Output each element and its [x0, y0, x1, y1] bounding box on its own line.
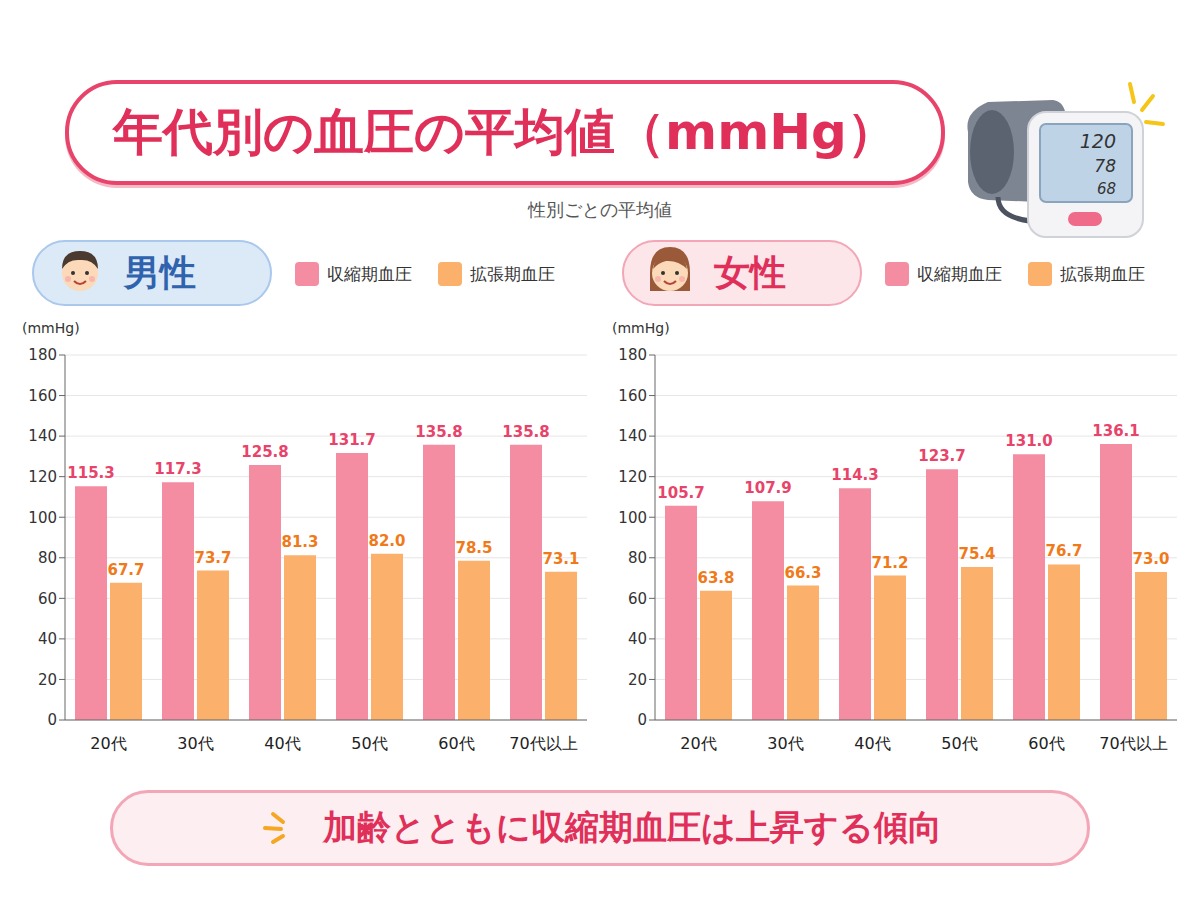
svg-text:73.1: 73.1: [542, 550, 579, 568]
html-text:収縮期血圧: 収縮期血圧: [917, 263, 1002, 284]
svg-text:80: 80: [628, 549, 647, 567]
html-text:拡張期血圧: 拡張期血圧: [470, 263, 555, 284]
svg-text:20: 20: [38, 671, 57, 689]
svg-text:160: 160: [28, 387, 57, 405]
svg-text:140: 140: [28, 427, 57, 445]
svg-text:78: 78: [1094, 156, 1116, 176]
svg-text:120: 120: [618, 468, 647, 486]
svg-text:131.0: 131.0: [1005, 432, 1052, 450]
html-text:年代別の血圧の平均値（mmHg）: 年代別の血圧の平均値（mmHg）: [113, 103, 897, 161]
svg-text:82.0: 82.0: [368, 532, 405, 550]
svg-text:40代: 40代: [854, 734, 890, 753]
html-text:収縮期血圧: 収縮期血圧: [327, 263, 412, 284]
svg-text:136.1: 136.1: [1092, 422, 1139, 440]
svg-text:73.7: 73.7: [194, 549, 231, 567]
svg-text:70代以上: 70代以上: [1099, 734, 1167, 753]
svg-text:20: 20: [628, 671, 647, 689]
html-text:性別ごとの平均値: 性別ごとの平均値: [528, 199, 672, 220]
svg-text:60代: 60代: [1028, 734, 1064, 753]
svg-text:81.3: 81.3: [281, 533, 318, 551]
svg-text:50代: 50代: [941, 734, 977, 753]
html-text:女性: 女性: [714, 251, 786, 293]
svg-text:140: 140: [618, 427, 647, 445]
svg-text:67.7: 67.7: [107, 561, 144, 579]
html-text:拡張期血圧: 拡張期血圧: [1060, 263, 1145, 284]
svg-text:40: 40: [38, 630, 57, 648]
svg-text:68: 68: [1097, 180, 1116, 198]
svg-text:78.5: 78.5: [455, 539, 492, 557]
svg-text:107.9: 107.9: [744, 479, 791, 497]
svg-text:160: 160: [618, 387, 647, 405]
html-text:男性: 男性: [124, 251, 196, 293]
svg-text:60代: 60代: [438, 734, 474, 753]
svg-text:80: 80: [38, 549, 57, 567]
svg-text:123.7: 123.7: [918, 447, 965, 465]
svg-text:63.8: 63.8: [697, 569, 734, 587]
html-text:加齢とともに収縮期血圧は上昇する傾向: 加齢とともに収縮期血圧は上昇する傾向: [322, 807, 942, 847]
html-text:(mmHg): (mmHg): [612, 320, 670, 336]
svg-text:117.3: 117.3: [154, 460, 201, 478]
svg-text:114.3: 114.3: [831, 466, 878, 484]
svg-text:40代: 40代: [264, 734, 300, 753]
svg-text:180: 180: [618, 346, 647, 364]
svg-text:60: 60: [628, 590, 647, 608]
svg-text:135.8: 135.8: [502, 423, 549, 441]
svg-text:75.4: 75.4: [958, 545, 995, 563]
svg-text:0: 0: [47, 711, 57, 729]
svg-text:50代: 50代: [351, 734, 387, 753]
svg-text:70代以上: 70代以上: [509, 734, 577, 753]
svg-text:20代: 20代: [680, 734, 716, 753]
svg-text:131.7: 131.7: [328, 431, 375, 449]
svg-text:20代: 20代: [90, 734, 126, 753]
svg-text:73.0: 73.0: [1132, 550, 1169, 568]
svg-text:105.7: 105.7: [657, 484, 704, 502]
svg-text:76.7: 76.7: [1045, 542, 1082, 560]
svg-text:30代: 30代: [767, 734, 803, 753]
svg-text:66.3: 66.3: [784, 564, 821, 582]
svg-text:125.8: 125.8: [241, 443, 288, 461]
svg-text:71.2: 71.2: [871, 554, 908, 572]
svg-text:30代: 30代: [177, 734, 213, 753]
svg-text:100: 100: [618, 509, 647, 527]
svg-text:120: 120: [1080, 130, 1116, 152]
svg-text:60: 60: [38, 590, 57, 608]
svg-text:115.3: 115.3: [67, 464, 114, 482]
svg-text:120: 120: [28, 468, 57, 486]
svg-text:40: 40: [628, 630, 647, 648]
svg-text:135.8: 135.8: [415, 423, 462, 441]
html-text:(mmHg): (mmHg): [22, 320, 80, 336]
svg-text:100: 100: [28, 509, 57, 527]
svg-text:180: 180: [28, 346, 57, 364]
svg-text:0: 0: [637, 711, 647, 729]
